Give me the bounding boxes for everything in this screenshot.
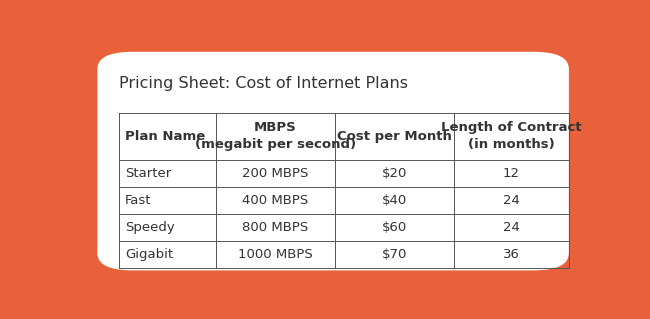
Text: 200 MBPS: 200 MBPS (242, 167, 309, 180)
Text: Cost per Month: Cost per Month (337, 130, 452, 143)
FancyBboxPatch shape (98, 52, 569, 271)
Text: Length of Contract
(in months): Length of Contract (in months) (441, 122, 582, 152)
Text: 24: 24 (503, 221, 520, 234)
Text: $60: $60 (382, 221, 407, 234)
Text: $40: $40 (382, 194, 407, 207)
Text: MBPS
(megabit per second): MBPS (megabit per second) (195, 122, 356, 152)
Text: Starter: Starter (125, 167, 172, 180)
Text: 12: 12 (503, 167, 520, 180)
Text: $70: $70 (382, 248, 408, 261)
Text: Speedy: Speedy (125, 221, 175, 234)
Text: Plan Name: Plan Name (125, 130, 205, 143)
Text: $20: $20 (382, 167, 408, 180)
Text: Pricing Sheet: Cost of Internet Plans: Pricing Sheet: Cost of Internet Plans (119, 76, 408, 91)
Text: 36: 36 (503, 248, 520, 261)
Text: 1000 MBPS: 1000 MBPS (238, 248, 313, 261)
Text: Fast: Fast (125, 194, 151, 207)
Text: 24: 24 (503, 194, 520, 207)
Text: 400 MBPS: 400 MBPS (242, 194, 309, 207)
Text: Gigabit: Gigabit (125, 248, 173, 261)
Text: 800 MBPS: 800 MBPS (242, 221, 309, 234)
